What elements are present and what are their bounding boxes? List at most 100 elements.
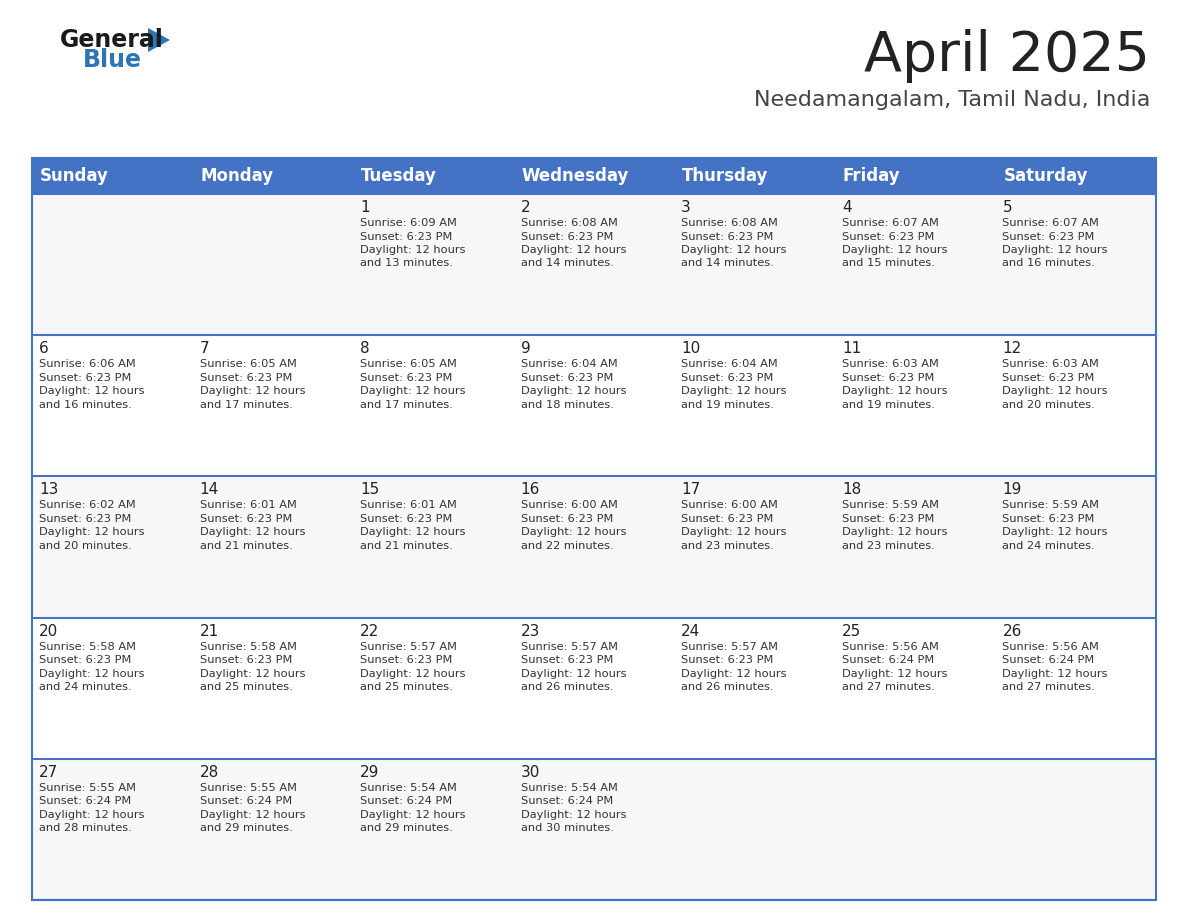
Text: Sunrise: 6:07 AM: Sunrise: 6:07 AM bbox=[1003, 218, 1099, 228]
Text: Daylight: 12 hours: Daylight: 12 hours bbox=[681, 668, 786, 678]
Text: 12: 12 bbox=[1003, 341, 1022, 356]
Text: Sunrise: 6:05 AM: Sunrise: 6:05 AM bbox=[200, 359, 297, 369]
Text: 15: 15 bbox=[360, 482, 379, 498]
Text: and 18 minutes.: and 18 minutes. bbox=[520, 399, 613, 409]
Text: Daylight: 12 hours: Daylight: 12 hours bbox=[39, 668, 145, 678]
Text: and 17 minutes.: and 17 minutes. bbox=[360, 399, 453, 409]
Text: and 14 minutes.: and 14 minutes. bbox=[520, 259, 613, 268]
Text: 11: 11 bbox=[842, 341, 861, 356]
Text: Sunset: 6:24 PM: Sunset: 6:24 PM bbox=[39, 796, 131, 806]
Text: Sunset: 6:24 PM: Sunset: 6:24 PM bbox=[520, 796, 613, 806]
Text: 23: 23 bbox=[520, 623, 541, 639]
Text: Sunset: 6:23 PM: Sunset: 6:23 PM bbox=[200, 514, 292, 524]
Text: Sunset: 6:24 PM: Sunset: 6:24 PM bbox=[1003, 655, 1094, 666]
Text: and 24 minutes.: and 24 minutes. bbox=[1003, 541, 1095, 551]
Text: Sunset: 6:23 PM: Sunset: 6:23 PM bbox=[681, 655, 773, 666]
Text: 24: 24 bbox=[681, 623, 701, 639]
Text: 5: 5 bbox=[1003, 200, 1012, 215]
Text: Sunrise: 5:57 AM: Sunrise: 5:57 AM bbox=[681, 642, 778, 652]
Text: Daylight: 12 hours: Daylight: 12 hours bbox=[681, 386, 786, 397]
Polygon shape bbox=[148, 28, 170, 52]
Text: 14: 14 bbox=[200, 482, 219, 498]
Text: Daylight: 12 hours: Daylight: 12 hours bbox=[200, 528, 305, 537]
Text: 9: 9 bbox=[520, 341, 531, 356]
Text: 13: 13 bbox=[39, 482, 58, 498]
Text: and 24 minutes.: and 24 minutes. bbox=[39, 682, 132, 692]
Text: Sunrise: 6:00 AM: Sunrise: 6:00 AM bbox=[520, 500, 618, 510]
Text: Sunset: 6:23 PM: Sunset: 6:23 PM bbox=[200, 373, 292, 383]
Text: Daylight: 12 hours: Daylight: 12 hours bbox=[200, 668, 305, 678]
Text: and 16 minutes.: and 16 minutes. bbox=[1003, 259, 1095, 268]
Text: and 29 minutes.: and 29 minutes. bbox=[200, 823, 292, 834]
Text: and 23 minutes.: and 23 minutes. bbox=[681, 541, 775, 551]
Text: Sunset: 6:23 PM: Sunset: 6:23 PM bbox=[1003, 231, 1095, 241]
Text: Sunset: 6:24 PM: Sunset: 6:24 PM bbox=[360, 796, 453, 806]
Text: 6: 6 bbox=[39, 341, 49, 356]
Text: Sunrise: 5:57 AM: Sunrise: 5:57 AM bbox=[360, 642, 457, 652]
Text: 2: 2 bbox=[520, 200, 530, 215]
Text: Sunrise: 5:55 AM: Sunrise: 5:55 AM bbox=[39, 783, 135, 793]
Text: Sunrise: 6:03 AM: Sunrise: 6:03 AM bbox=[842, 359, 939, 369]
Text: 10: 10 bbox=[681, 341, 701, 356]
Text: Sunset: 6:23 PM: Sunset: 6:23 PM bbox=[520, 514, 613, 524]
Text: Saturday: Saturday bbox=[1004, 167, 1088, 185]
Text: Sunrise: 6:04 AM: Sunrise: 6:04 AM bbox=[681, 359, 778, 369]
Bar bbox=[32, 618, 1156, 759]
Text: Sunrise: 5:56 AM: Sunrise: 5:56 AM bbox=[1003, 642, 1099, 652]
Text: and 30 minutes.: and 30 minutes. bbox=[520, 823, 613, 834]
Bar bbox=[32, 476, 1156, 618]
Text: Sunrise: 5:58 AM: Sunrise: 5:58 AM bbox=[39, 642, 135, 652]
Text: Daylight: 12 hours: Daylight: 12 hours bbox=[39, 528, 145, 537]
Text: Blue: Blue bbox=[83, 48, 143, 72]
Text: and 15 minutes.: and 15 minutes. bbox=[842, 259, 935, 268]
Text: Sunset: 6:23 PM: Sunset: 6:23 PM bbox=[681, 514, 773, 524]
Text: Sunrise: 5:54 AM: Sunrise: 5:54 AM bbox=[360, 783, 457, 793]
Text: Sunset: 6:23 PM: Sunset: 6:23 PM bbox=[39, 514, 132, 524]
Text: 27: 27 bbox=[39, 765, 58, 779]
Text: 20: 20 bbox=[39, 623, 58, 639]
Text: Sunset: 6:23 PM: Sunset: 6:23 PM bbox=[360, 514, 453, 524]
Text: and 29 minutes.: and 29 minutes. bbox=[360, 823, 453, 834]
Text: 1: 1 bbox=[360, 200, 369, 215]
Text: Daylight: 12 hours: Daylight: 12 hours bbox=[520, 668, 626, 678]
Text: Sunset: 6:23 PM: Sunset: 6:23 PM bbox=[681, 373, 773, 383]
Text: Sunrise: 6:06 AM: Sunrise: 6:06 AM bbox=[39, 359, 135, 369]
Bar bbox=[32, 194, 1156, 335]
Text: Sunset: 6:23 PM: Sunset: 6:23 PM bbox=[842, 373, 934, 383]
Text: Sunrise: 6:08 AM: Sunrise: 6:08 AM bbox=[520, 218, 618, 228]
Bar bbox=[32, 158, 1156, 900]
Text: Daylight: 12 hours: Daylight: 12 hours bbox=[1003, 386, 1108, 397]
Text: Sunset: 6:23 PM: Sunset: 6:23 PM bbox=[360, 231, 453, 241]
Text: Daylight: 12 hours: Daylight: 12 hours bbox=[39, 386, 145, 397]
Text: Sunrise: 5:55 AM: Sunrise: 5:55 AM bbox=[200, 783, 297, 793]
Text: Sunset: 6:23 PM: Sunset: 6:23 PM bbox=[842, 514, 934, 524]
Text: Sunrise: 6:00 AM: Sunrise: 6:00 AM bbox=[681, 500, 778, 510]
Text: 8: 8 bbox=[360, 341, 369, 356]
Text: 29: 29 bbox=[360, 765, 379, 779]
Text: Sunrise: 6:01 AM: Sunrise: 6:01 AM bbox=[360, 500, 457, 510]
Text: Sunset: 6:24 PM: Sunset: 6:24 PM bbox=[842, 655, 934, 666]
Text: Sunrise: 5:57 AM: Sunrise: 5:57 AM bbox=[520, 642, 618, 652]
Text: Sunset: 6:23 PM: Sunset: 6:23 PM bbox=[360, 373, 453, 383]
Text: Sunset: 6:23 PM: Sunset: 6:23 PM bbox=[520, 373, 613, 383]
Text: Daylight: 12 hours: Daylight: 12 hours bbox=[842, 386, 947, 397]
Text: and 21 minutes.: and 21 minutes. bbox=[360, 541, 453, 551]
Text: and 22 minutes.: and 22 minutes. bbox=[520, 541, 613, 551]
Text: Sunset: 6:23 PM: Sunset: 6:23 PM bbox=[360, 655, 453, 666]
Text: Daylight: 12 hours: Daylight: 12 hours bbox=[520, 386, 626, 397]
Text: Sunrise: 5:54 AM: Sunrise: 5:54 AM bbox=[520, 783, 618, 793]
Text: Daylight: 12 hours: Daylight: 12 hours bbox=[360, 810, 466, 820]
Text: General: General bbox=[61, 28, 164, 52]
Text: Sunrise: 5:56 AM: Sunrise: 5:56 AM bbox=[842, 642, 939, 652]
Text: 19: 19 bbox=[1003, 482, 1022, 498]
Bar bbox=[32, 335, 1156, 476]
Text: and 27 minutes.: and 27 minutes. bbox=[1003, 682, 1095, 692]
Text: 4: 4 bbox=[842, 200, 852, 215]
Text: Sunrise: 6:01 AM: Sunrise: 6:01 AM bbox=[200, 500, 297, 510]
Text: and 25 minutes.: and 25 minutes. bbox=[360, 682, 453, 692]
Text: Friday: Friday bbox=[842, 167, 901, 185]
Text: Sunrise: 6:07 AM: Sunrise: 6:07 AM bbox=[842, 218, 939, 228]
Text: and 25 minutes.: and 25 minutes. bbox=[200, 682, 292, 692]
Text: Needamangalam, Tamil Nadu, India: Needamangalam, Tamil Nadu, India bbox=[753, 90, 1150, 110]
Text: Sunrise: 5:58 AM: Sunrise: 5:58 AM bbox=[200, 642, 297, 652]
